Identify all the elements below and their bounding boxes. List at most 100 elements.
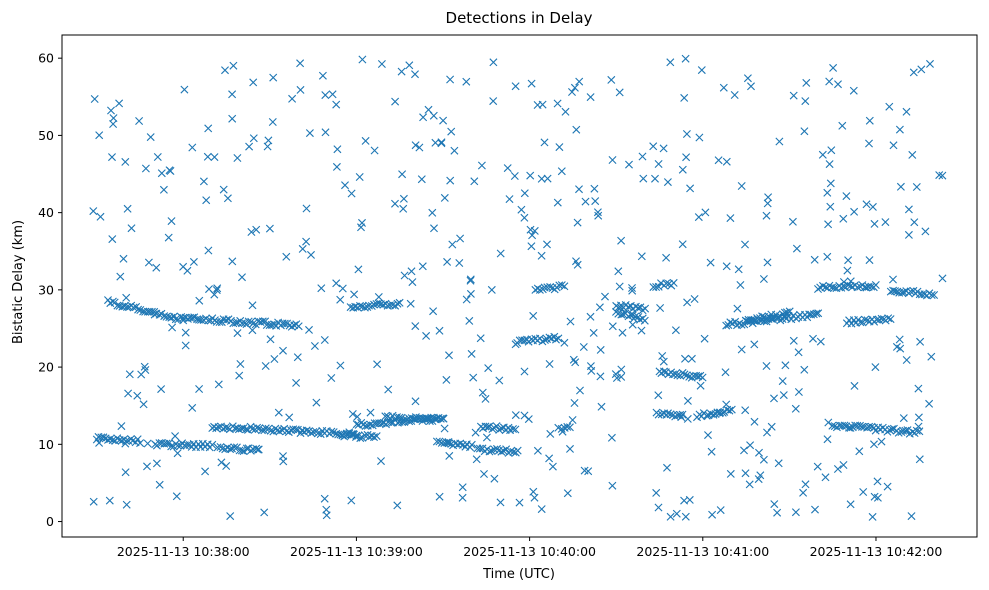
data-point [681,512,690,521]
data-point [318,71,327,80]
data-point [165,166,174,175]
data-point [268,118,277,126]
data-point [663,178,672,187]
y-tick-label: 60 [38,51,54,66]
data-point [478,388,487,397]
data-point [862,200,871,209]
data-point [747,316,756,324]
data-point [253,423,262,432]
data-point [654,391,663,400]
data-point [865,256,874,265]
data-point [305,129,314,138]
data-point [794,348,803,357]
data-point [575,77,584,86]
data-point [162,439,171,448]
data-point [435,326,444,335]
data-point [183,266,192,275]
data-point [801,97,810,106]
data-point [680,370,689,379]
y-tick-label: 20 [38,360,54,375]
data-point [906,287,915,296]
y-axis-label: Bistatic Delay (km) [11,220,26,344]
data-point [696,381,705,390]
data-point [558,427,567,436]
data-point [509,425,517,433]
y-tick-label: 50 [38,128,54,143]
data-point [910,218,919,227]
data-point [538,337,547,346]
data-point [411,322,420,331]
data-point [844,281,853,290]
data-point [366,408,375,417]
data-point [896,182,905,191]
data-point [938,274,947,283]
data-point [288,94,297,103]
data-point [608,156,617,164]
data-point [909,68,918,77]
data-point [141,164,150,173]
data-point [794,388,803,396]
data-point [435,492,444,501]
data-point [242,425,251,434]
data-point [652,283,661,291]
data-point [870,219,879,228]
data-point [865,139,873,148]
data-point [871,281,880,289]
data-point [202,196,211,205]
data-point [347,189,356,198]
data-point [528,231,537,240]
data-point [374,293,383,301]
data-point [716,408,725,417]
data-point [488,425,497,433]
data-point [393,501,402,510]
data-point [197,315,205,324]
data-point [370,146,379,155]
data-point [825,160,834,169]
data-point [430,415,439,424]
data-point [908,150,917,159]
data-point [406,299,415,308]
data-point [399,204,408,213]
data-point [431,138,440,147]
data-point [497,424,506,433]
data-point [918,290,926,299]
data-point [223,194,232,203]
data-point [442,375,451,384]
data-point [638,152,647,161]
data-point [885,102,894,111]
data-point [821,473,830,482]
data-point [214,423,223,432]
data-point [445,351,453,360]
data-point [155,480,164,489]
data-point [774,313,783,321]
data-point [204,246,213,255]
data-point [332,279,341,288]
data-point [800,365,809,374]
data-point [735,319,744,328]
data-point [244,317,253,326]
data-point [143,439,152,448]
y-tick-label: 40 [38,205,54,220]
data-point [755,448,763,457]
data-point [791,404,800,413]
data-point [419,113,428,122]
data-point [367,302,376,310]
data-point [893,287,902,296]
data-point [517,205,526,214]
data-point [287,322,296,331]
data-point [554,334,563,343]
data-point [780,308,789,317]
data-point [135,117,144,125]
data-point [237,446,246,455]
data-point [113,301,122,310]
data-point [360,431,369,440]
data-point [788,217,797,226]
data-point [370,433,378,442]
data-point [596,345,605,354]
data-point [238,273,246,282]
data-point [530,226,539,235]
data-point [656,304,665,312]
data-point [373,360,382,369]
data-point [596,372,605,381]
data-point [296,85,305,94]
